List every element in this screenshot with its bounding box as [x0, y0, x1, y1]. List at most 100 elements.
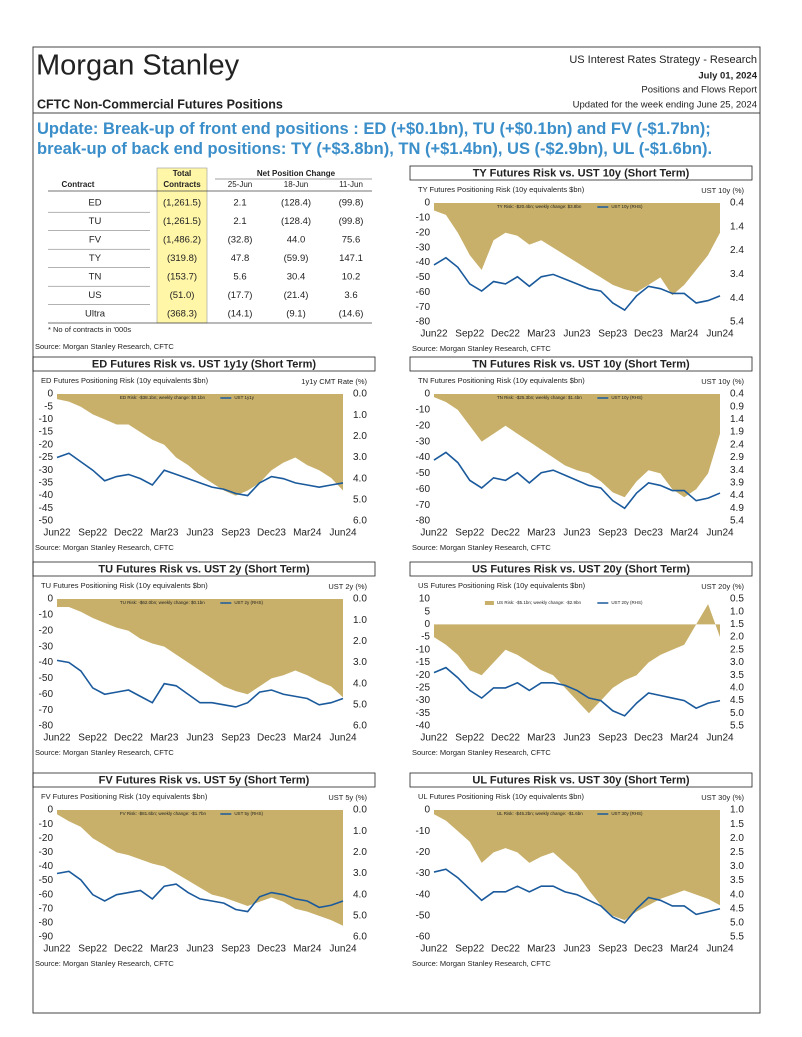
table-header: 11-Jun — [339, 180, 363, 189]
table-cell: (14.1) — [228, 309, 253, 320]
y-axis-label: TY Futures Positioning Risk (10y equival… — [418, 185, 585, 194]
y-tick-label: -80 — [39, 721, 54, 732]
y2-tick-label: 2.5 — [730, 644, 744, 655]
table-cell: (153.7) — [167, 272, 197, 283]
chart-source: Source: Morgan Stanley Research, CFTC — [412, 959, 551, 968]
y2-tick-label: 2.0 — [353, 636, 367, 647]
risk-area — [57, 810, 343, 926]
table-cell: (14.6) — [339, 309, 364, 320]
y-tick-label: -10 — [39, 414, 54, 425]
x-tick-label: Jun24 — [706, 329, 734, 340]
table-header: Total — [173, 169, 192, 178]
x-tick-label: Jun24 — [706, 944, 734, 955]
chart-title: US Futures Risk vs. UST 20y (Short Term) — [472, 563, 690, 575]
legend-label: UST 2y (RHS) — [234, 600, 263, 605]
chart-title-box — [409, 561, 753, 577]
chart-title-box — [32, 561, 376, 577]
x-tick-label: Jun22 — [420, 528, 448, 539]
y2-tick-label: 3.0 — [353, 452, 367, 463]
y2-tick-label: 1.5 — [730, 619, 744, 630]
x-tick-label: Jun22 — [420, 733, 448, 744]
y2-axis-label: UST 10y (%) — [701, 186, 744, 195]
x-tick-label: Mar23 — [527, 329, 556, 340]
chart-title-box — [409, 165, 753, 181]
page-border — [32, 46, 761, 1014]
y2-axis-label: 1y1y CMT Rate (%) — [301, 377, 367, 386]
y2-tick-label: 2.0 — [353, 847, 367, 858]
y2-tick-label: 0.9 — [730, 401, 744, 412]
table-header: 18-Jun — [284, 180, 308, 189]
x-tick-label: Sep23 — [598, 528, 627, 539]
x-tick-label: Jun23 — [186, 528, 214, 539]
y2-tick-label: 2.0 — [353, 431, 367, 442]
legend-label: FV Risk: -$81.6bn; weekly change: -$1.7b… — [120, 811, 207, 816]
x-tick-label: Jun23 — [563, 944, 591, 955]
x-tick-label: Mar23 — [150, 528, 179, 539]
logo: Morgan Stanley — [36, 50, 240, 82]
x-tick-label: Jun23 — [186, 733, 214, 744]
y2-tick-label: 5.0 — [353, 494, 367, 505]
x-tick-label: Mar23 — [527, 528, 556, 539]
x-tick-label: Jun22 — [43, 944, 71, 955]
x-tick-label: Dec22 — [491, 528, 520, 539]
x-tick-label: Mar24 — [670, 329, 699, 340]
table-cell: US — [88, 290, 101, 301]
table-note: * No of contracts in '000s — [48, 325, 131, 334]
y2-tick-label: 3.0 — [353, 657, 367, 668]
y-tick-label: 0 — [424, 619, 430, 630]
legend-swatch — [107, 396, 117, 400]
yield-line — [433, 256, 721, 312]
y-axis-label: TN Futures Positioning Risk (10y equival… — [418, 376, 585, 385]
y-tick-label: -50 — [39, 673, 54, 684]
y-tick-label: -10 — [416, 644, 431, 655]
x-tick-label: Jun22 — [420, 944, 448, 955]
risk-area — [434, 394, 720, 498]
table-cell: 75.6 — [342, 235, 361, 246]
x-tick-label: Mar23 — [527, 733, 556, 744]
y2-tick-label: 0.0 — [353, 594, 367, 605]
y-tick-label: -30 — [416, 868, 431, 879]
y2-tick-label: 4.0 — [730, 889, 744, 900]
y2-tick-label: 5.0 — [730, 918, 744, 929]
y2-tick-label: 0.5 — [730, 594, 744, 605]
table-cell: (51.0) — [170, 290, 195, 301]
x-tick-label: Sep22 — [455, 944, 484, 955]
y-tick-label: -15 — [416, 657, 431, 668]
y2-tick-label: 2.5 — [730, 847, 744, 858]
table-cell: (1,261.5) — [163, 198, 201, 209]
y-tick-label: -50 — [416, 272, 431, 283]
x-tick-label: Mar24 — [670, 733, 699, 744]
y2-tick-label: 1.9 — [730, 427, 744, 438]
table-cell: 5.6 — [233, 272, 246, 283]
x-tick-label: Mar23 — [150, 944, 179, 955]
x-tick-label: Mar24 — [293, 733, 322, 744]
chart-title: ED Futures Risk vs. UST 1y1y (Short Term… — [92, 358, 316, 370]
x-tick-label: Sep22 — [455, 733, 484, 744]
table-cell: (128.4) — [281, 198, 311, 209]
table-cell: (59.9) — [284, 253, 309, 264]
table-cell: 47.8 — [231, 253, 250, 264]
chart-title: TY Futures Risk vs. UST 10y (Short Term) — [473, 167, 690, 179]
risk-area — [434, 604, 720, 714]
date: July 01, 2024 — [698, 71, 757, 82]
y2-tick-label: 1.5 — [730, 819, 744, 830]
y-tick-label: -70 — [39, 705, 54, 716]
table-source: Source: Morgan Stanley Research, CFTC — [35, 342, 174, 351]
x-tick-label: Sep22 — [78, 528, 107, 539]
x-tick-label: Jun24 — [329, 528, 357, 539]
table-cell: (99.8) — [339, 198, 364, 209]
y-tick-label: -50 — [39, 516, 54, 527]
y2-tick-label: 1.4 — [730, 414, 744, 425]
y2-tick-label: 2.9 — [730, 452, 744, 463]
x-tick-label: Dec22 — [491, 944, 520, 955]
x-tick-label: Jun22 — [43, 733, 71, 744]
table-cell: (1,261.5) — [163, 216, 201, 227]
y2-tick-label: 4.4 — [730, 490, 744, 501]
table-cell: (9.1) — [286, 309, 306, 320]
x-tick-label: Jun24 — [329, 733, 357, 744]
y2-axis-label: UST 2y (%) — [328, 582, 367, 591]
y-tick-label: -60 — [416, 932, 431, 943]
dept: US Interest Rates Strategy - Research — [569, 54, 757, 66]
x-tick-label: Sep22 — [78, 944, 107, 955]
